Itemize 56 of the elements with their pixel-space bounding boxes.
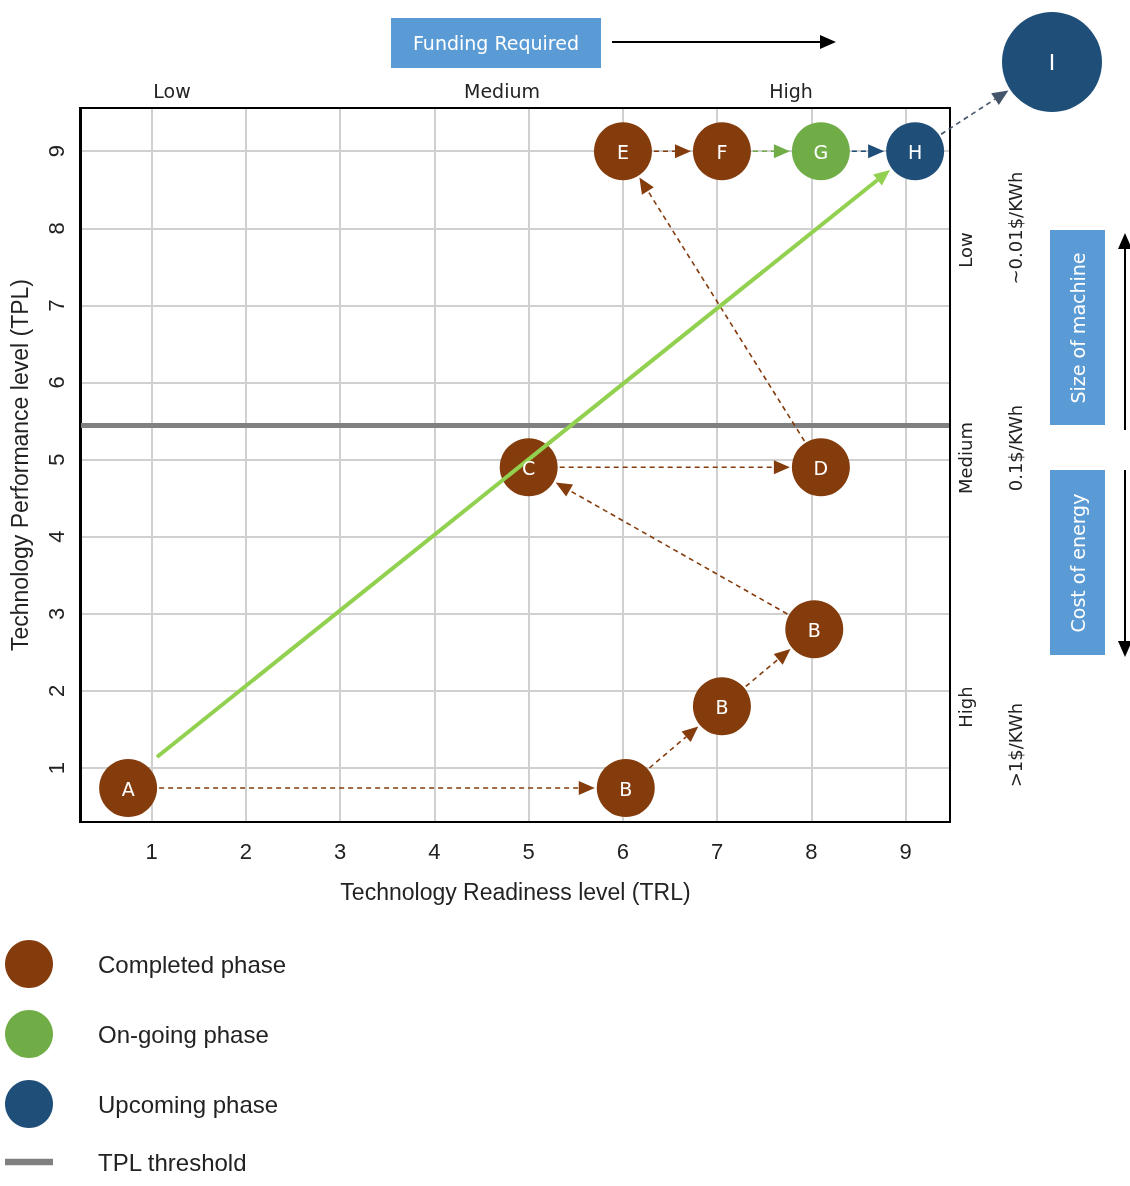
x-tick-label: 3 (334, 838, 347, 864)
text: 0.1$/KWh (1004, 404, 1026, 492)
point (99, 759, 158, 818)
text: Medium (464, 80, 540, 102)
annotation: H (907, 141, 923, 164)
legend-label: TPL threshold (98, 1148, 247, 1176)
text: Cost of energy (1066, 493, 1089, 632)
annotation: B (619, 778, 633, 801)
text: Low (954, 232, 976, 268)
x-tick-label: 1 (145, 838, 158, 864)
point (594, 122, 652, 181)
annotation: F (716, 141, 728, 164)
point (785, 600, 844, 659)
x-tick-label: 7 (711, 838, 724, 864)
point (791, 438, 850, 497)
text: Low (153, 80, 191, 102)
annotation: B (715, 696, 729, 719)
text: High (954, 686, 976, 728)
x-tick-label: 2 (239, 838, 253, 864)
y-tick-label: 4 (43, 530, 69, 543)
point (596, 759, 655, 818)
y-tick-label: 9 (43, 145, 69, 158)
text: High (769, 80, 813, 102)
y-axis-title: Technology Performance level (TPL) (6, 279, 33, 651)
y-tick-label: 8 (43, 222, 69, 235)
y-tick-label: 1 (43, 761, 69, 775)
x-tick-label: 4 (428, 838, 441, 864)
y-tick-label: 6 (43, 376, 69, 389)
legend-label: Completed phase (98, 950, 287, 978)
point (692, 122, 751, 181)
x-tick-label: 5 (522, 838, 535, 864)
x-tick-label: 9 (899, 838, 912, 864)
x-tick-label: 6 (616, 838, 630, 864)
annotation: A (121, 778, 135, 801)
annotation: B (807, 619, 821, 642)
point (791, 122, 850, 181)
point (692, 677, 751, 736)
y-tick-label: 5 (43, 453, 69, 466)
y-tick-label: 7 (43, 299, 69, 312)
annotation: E (616, 141, 629, 164)
text: Size of machine (1066, 251, 1089, 404)
annotation: D (813, 457, 829, 480)
annotation: G (813, 141, 829, 164)
text: Medium (954, 422, 976, 494)
point (886, 122, 945, 181)
text: I (1048, 49, 1056, 75)
y-tick-label: 2 (43, 684, 69, 698)
y-tick-label: 3 (43, 607, 69, 620)
legend-label: On-going phase (98, 1020, 269, 1048)
text: >1$/KWh (1004, 702, 1026, 788)
legend-label: Upcoming phase (98, 1090, 279, 1118)
annotation: C (522, 457, 536, 480)
x-tick-label: 8 (805, 838, 818, 864)
x-axis-title: Technology Readiness level (TRL) (340, 878, 691, 905)
text: ~0.01$/KWh (1004, 171, 1026, 285)
text: Funding Required (412, 32, 580, 54)
